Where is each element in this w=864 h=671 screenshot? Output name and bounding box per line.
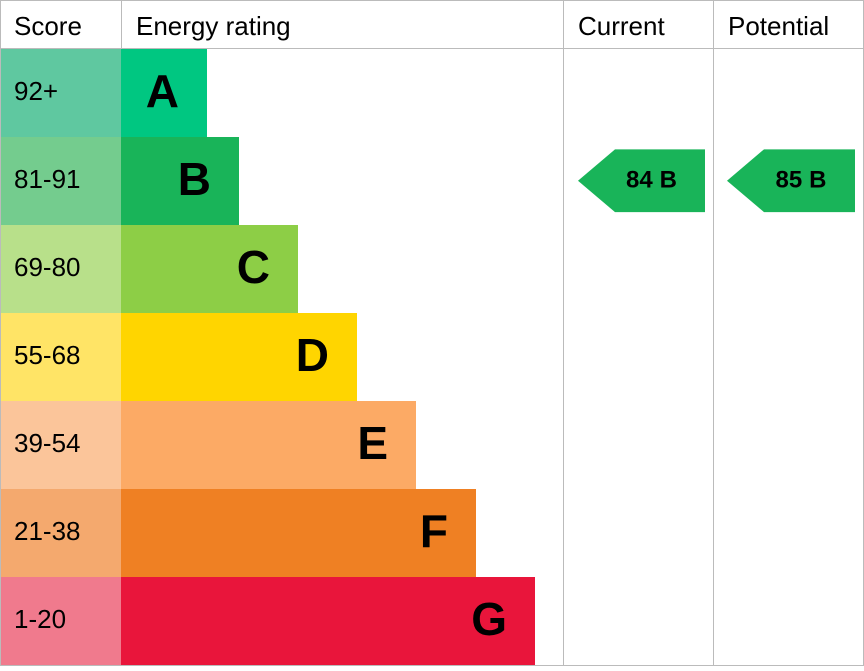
rating-letter: B bbox=[178, 153, 211, 205]
score-range: 21-38 bbox=[14, 516, 81, 546]
potential-label: 85 B bbox=[775, 167, 826, 194]
rating-letter: A bbox=[146, 65, 179, 117]
score-range: 92+ bbox=[14, 76, 58, 106]
rating-bar bbox=[121, 577, 535, 665]
rating-bar bbox=[121, 137, 239, 225]
score-range: 39-54 bbox=[14, 428, 81, 458]
header-rating: Energy rating bbox=[136, 11, 291, 41]
header-potential: Potential bbox=[728, 11, 829, 41]
score-cell bbox=[1, 489, 121, 577]
rating-letter: E bbox=[357, 417, 388, 469]
header-current: Current bbox=[578, 11, 665, 41]
rating-letter: C bbox=[237, 241, 270, 293]
score-cell bbox=[1, 577, 121, 665]
score-cell bbox=[1, 49, 121, 137]
score-cell bbox=[1, 313, 121, 401]
rating-bar bbox=[121, 489, 476, 577]
header-score: Score bbox=[14, 11, 82, 41]
rating-letter: D bbox=[296, 329, 329, 381]
rating-bar bbox=[121, 49, 207, 137]
rating-bar bbox=[121, 313, 357, 401]
score-range: 69-80 bbox=[14, 252, 81, 282]
potential-arrow bbox=[727, 149, 855, 213]
current-label: 84 B bbox=[626, 167, 677, 194]
score-range: 1-20 bbox=[14, 604, 66, 634]
score-range: 81-91 bbox=[14, 164, 81, 194]
potential-score: 85 bbox=[775, 167, 802, 194]
score-range: 55-68 bbox=[14, 340, 81, 370]
potential-rating: B bbox=[809, 167, 826, 194]
current-score: 84 bbox=[626, 167, 653, 194]
rating-bar bbox=[121, 225, 298, 313]
score-cell bbox=[1, 225, 121, 313]
score-cell bbox=[1, 137, 121, 225]
rating-bar bbox=[121, 401, 416, 489]
current-arrow bbox=[578, 149, 705, 213]
current-rating: B bbox=[660, 167, 677, 194]
score-cell bbox=[1, 401, 121, 489]
rating-letter: F bbox=[420, 505, 448, 557]
rating-letter: G bbox=[471, 593, 507, 645]
